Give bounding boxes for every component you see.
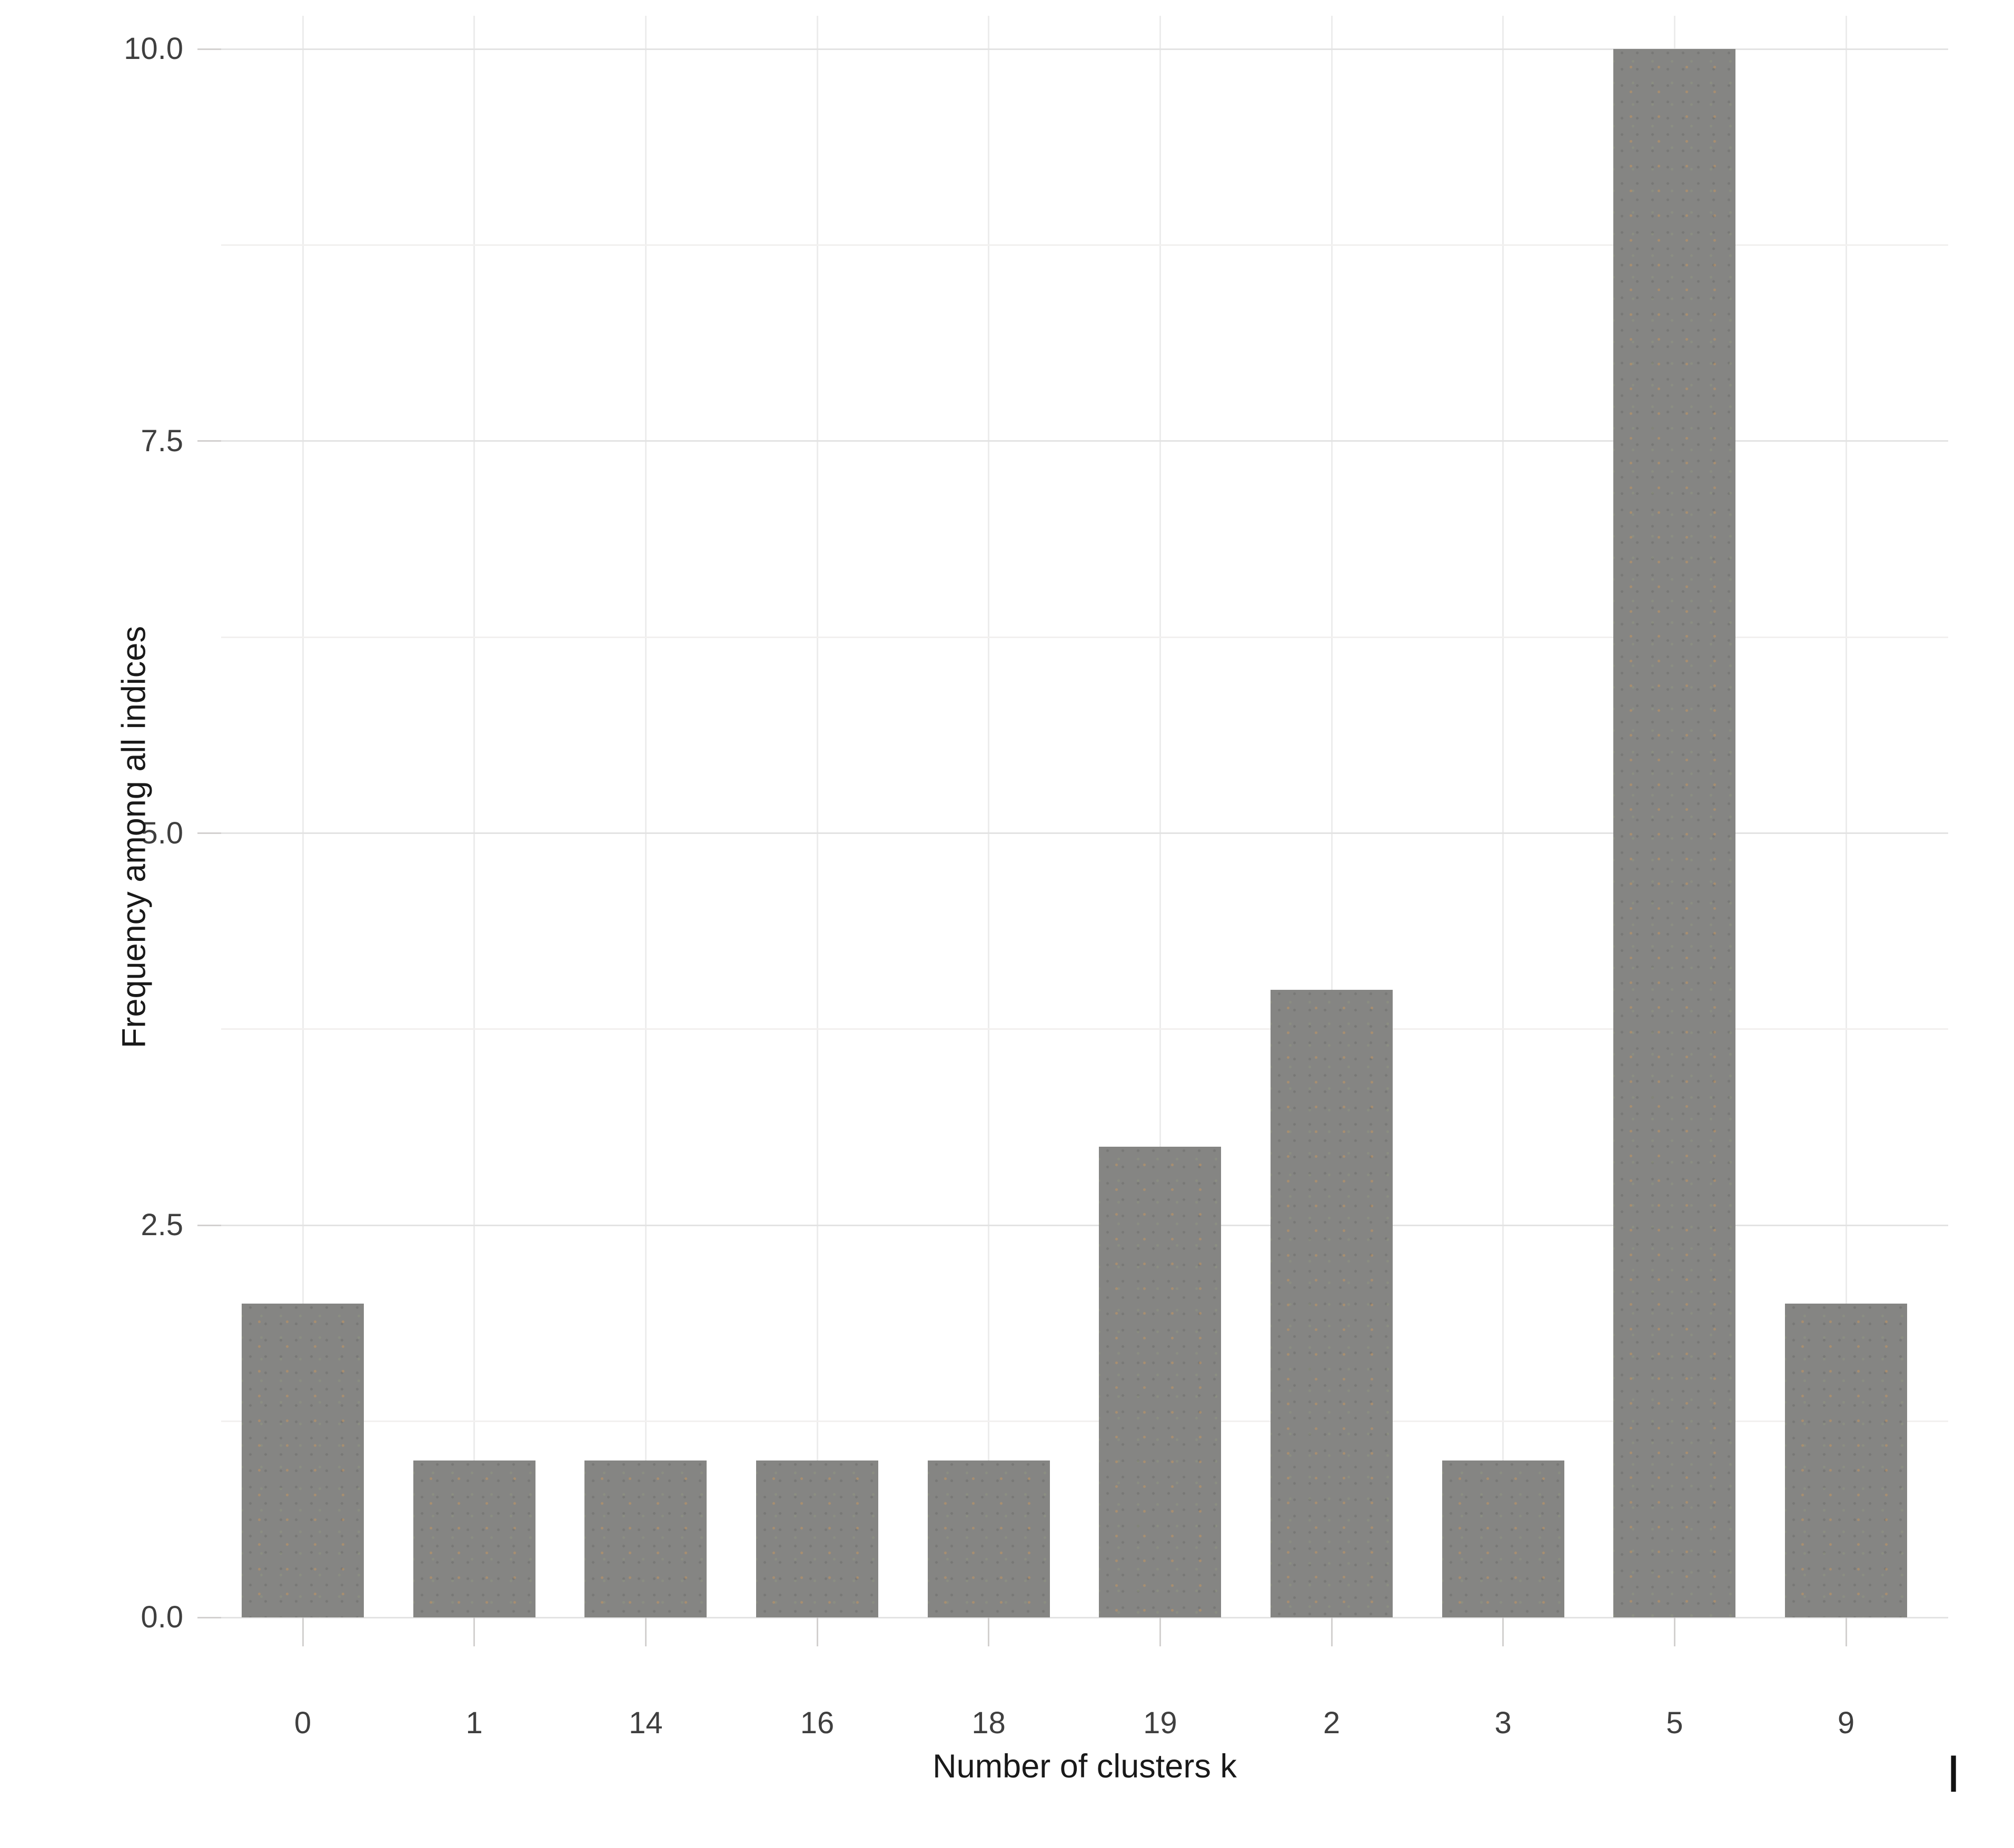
gridline-major [221,832,1948,834]
bar-category-16 [756,1460,878,1617]
gridline-major [221,1224,1948,1226]
gridline-vertical [1502,16,1504,1617]
y-tick-label: 0.0 [141,1600,183,1634]
y-tick-mark [197,48,221,50]
x-tick-mark [473,1617,475,1646]
x-tick-mark [1673,1617,1675,1646]
gridline-minor [221,1420,1948,1423]
y-tick-label: 2.5 [141,1208,183,1243]
x-tick-label: 3 [1494,1706,1512,1740]
y-tick-mark [197,1224,221,1226]
y-tick-mark [197,1616,221,1618]
gridline-vertical [1331,16,1333,1617]
x-tick-mark [1502,1617,1504,1646]
bar-category-19 [1099,1147,1222,1617]
x-tick-label: 1 [465,1706,483,1740]
x-axis-title: Number of clusters k [932,1748,1237,1785]
y-tick-mark [197,832,221,834]
gridline-vertical [644,16,647,1617]
gridline-major [221,440,1948,442]
x-tick-label: 2 [1323,1706,1341,1740]
x-tick-label: 5 [1666,1706,1683,1740]
gridline-vertical [1159,16,1161,1617]
gridline-vertical [988,16,990,1617]
gridline-minor [221,244,1948,246]
y-axis-title: Frequency among all indices [115,626,153,1048]
x-tick-mark [1845,1617,1847,1646]
y-tick-label: 10.0 [124,32,183,66]
bar-category-9 [1785,1304,1908,1617]
gridline-minor [221,636,1948,638]
x-tick-label: 9 [1837,1706,1855,1740]
x-tick-label: 16 [800,1706,835,1740]
bar-category-3 [1442,1460,1564,1617]
bar-category-0 [242,1304,364,1617]
y-tick-mark [197,440,221,442]
bar-category-18 [927,1460,1050,1617]
x-tick-label: 14 [629,1706,663,1740]
x-tick-mark [988,1617,990,1646]
bar-category-1 [413,1460,535,1617]
x-tick-label: 19 [1143,1706,1177,1740]
x-tick-label: 18 [971,1706,1006,1740]
x-tick-mark [816,1617,818,1646]
gridline-major [221,1616,1948,1618]
gridline-major [221,48,1948,50]
bar-category-2 [1271,990,1393,1617]
x-tick-label: 0 [294,1706,312,1740]
y-tick-label: 7.5 [141,423,183,458]
gridline-vertical [302,16,304,1617]
gridline-vertical [816,16,818,1617]
bar-category-5 [1613,49,1736,1617]
x-tick-mark [644,1617,647,1646]
x-tick-mark [1159,1617,1161,1646]
y-tick-label: 5.0 [141,816,183,850]
gridline-vertical [473,16,475,1617]
gridline-vertical [1845,16,1847,1617]
x-tick-mark [1331,1617,1333,1646]
text-cursor-artifact: | [1948,1750,1959,1792]
gridline-minor [221,1028,1948,1030]
bar-category-14 [584,1460,707,1617]
x-tick-mark [302,1617,304,1646]
